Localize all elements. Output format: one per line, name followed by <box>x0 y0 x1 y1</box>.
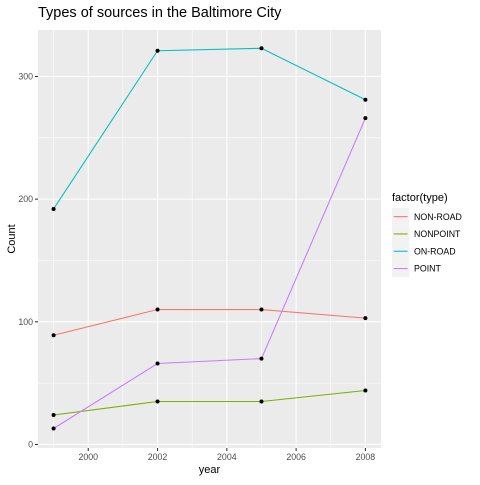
legend-label-point: POINT <box>414 264 442 274</box>
y-tick-label: 0 <box>28 439 33 449</box>
legend-item-point: POINT <box>392 259 442 278</box>
data-point-non-road <box>259 307 264 312</box>
series-points <box>51 46 368 431</box>
legend-label-non-road: NON-ROAD <box>414 212 462 222</box>
data-point-on-road <box>363 97 368 102</box>
data-point-non-road <box>51 333 56 338</box>
plot-panel <box>38 30 381 448</box>
data-point-nonpoint <box>51 413 56 418</box>
x-tick-label: 2006 <box>286 452 306 462</box>
data-point-nonpoint <box>155 399 160 404</box>
data-point-on-road <box>259 46 264 51</box>
legend-item-non-road: NON-ROAD <box>392 208 462 226</box>
y-axis: 0 100 200 300 <box>18 71 38 449</box>
y-tick-label: 200 <box>18 194 33 204</box>
y-axis-title: Count <box>6 224 18 253</box>
data-point-point <box>155 361 160 366</box>
legend-items: NON-ROAD NONPOINT ON-ROAD POINT <box>392 208 462 278</box>
series-line-on-road <box>53 47 366 210</box>
legend-item-on-road: ON-ROAD <box>392 242 456 260</box>
data-point-point <box>259 356 264 361</box>
minor-gridlines <box>38 30 381 448</box>
x-tick-label: 2000 <box>78 452 98 462</box>
series-line-nonpoint <box>53 389 366 416</box>
y-tick-label: 100 <box>18 317 33 327</box>
chart-title: Types of sources in the Baltimore City <box>38 5 282 21</box>
legend-item-nonpoint: NONPOINT <box>392 225 461 243</box>
data-point-nonpoint <box>363 388 368 393</box>
data-point-point <box>51 426 56 431</box>
x-tick-label: 2004 <box>217 452 237 462</box>
data-point-on-road <box>155 48 160 53</box>
x-tick-label: 2008 <box>356 452 376 462</box>
legend-label-on-road: ON-ROAD <box>414 246 456 256</box>
data-point-non-road <box>155 307 160 312</box>
legend-title: factor(type) <box>392 192 448 204</box>
x-axis: 2000 2002 2004 2006 2008 <box>78 448 375 462</box>
data-point-non-road <box>363 316 368 321</box>
x-tick-label: 2002 <box>148 452 168 462</box>
legend-label-nonpoint: NONPOINT <box>414 229 461 239</box>
data-point-nonpoint <box>259 399 264 404</box>
major-gridlines <box>38 30 381 448</box>
series-line-non-road <box>53 308 366 336</box>
data-point-on-road <box>51 206 56 211</box>
data-point-point <box>363 116 368 121</box>
y-tick-label: 300 <box>18 71 33 81</box>
legend: factor(type) NON-ROAD NONPOINT ON-ROAD POIN… <box>392 192 462 278</box>
x-axis-title: year <box>199 464 221 476</box>
series-lines <box>53 47 366 429</box>
series-line-point <box>53 117 366 429</box>
